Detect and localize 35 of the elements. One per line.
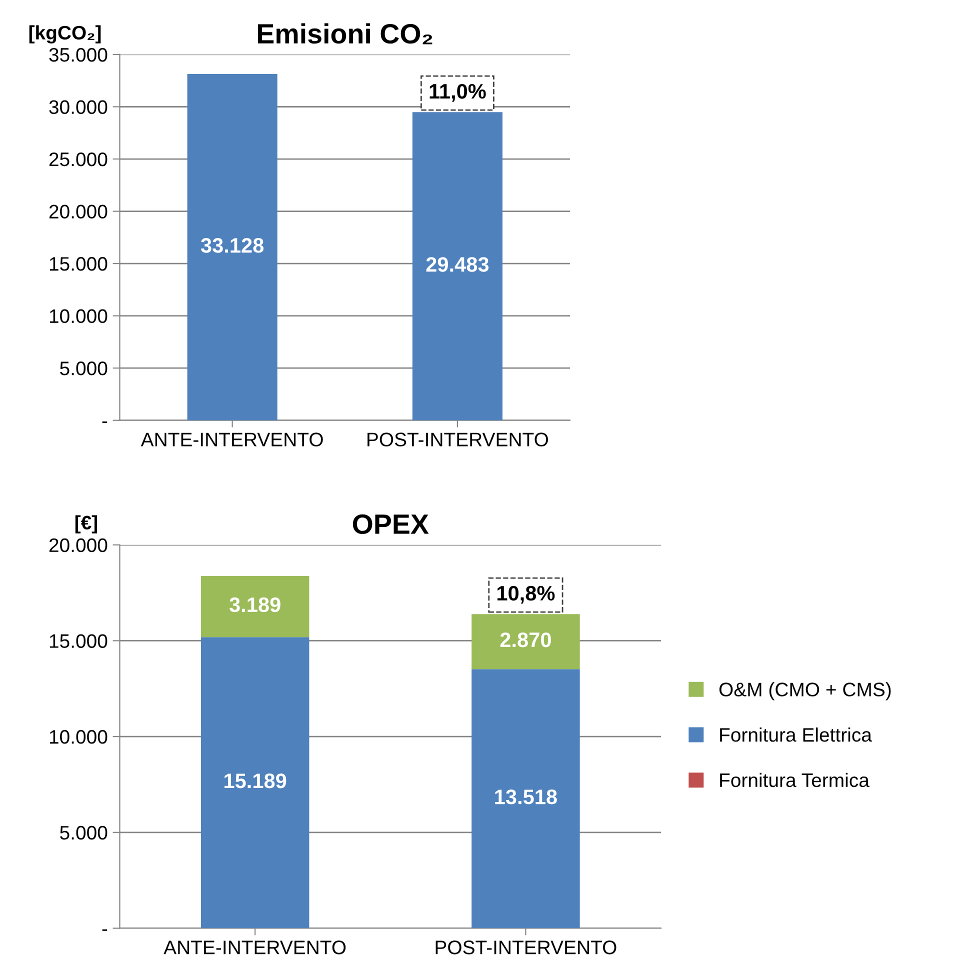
y-tick-label: 10.000 xyxy=(50,309,108,324)
y-axis-title: [kgCO₂] xyxy=(29,25,101,44)
y-tick-label: 10.000 xyxy=(50,730,108,744)
data-label: 15.189 xyxy=(224,774,286,788)
y-tick-label: 5.000 xyxy=(60,362,108,376)
data-label: 33.128 xyxy=(200,238,264,253)
chart-title: Emisioni CO₂ xyxy=(258,23,432,44)
chart-title: OPEX xyxy=(352,514,429,534)
annotation: 11,0% xyxy=(430,84,486,102)
legend-label: Fornitura Termica xyxy=(720,772,870,788)
bar xyxy=(472,669,580,928)
data-label: 29.483 xyxy=(426,257,489,272)
y-tick-label: 35.000 xyxy=(49,48,108,62)
legend-label: Fornitura Elettrica xyxy=(720,728,872,742)
bar xyxy=(200,576,310,638)
x-tick-label: POST-INTERVENTO xyxy=(368,432,548,446)
x-tick-label: POST-INTERVENTO xyxy=(436,940,616,954)
bar xyxy=(200,637,310,928)
data-label: 13.518 xyxy=(495,790,557,804)
y-tick-label: - xyxy=(102,929,108,931)
data-label: 3.189 xyxy=(229,597,280,612)
y-tick-label: 20.000 xyxy=(49,538,108,552)
legend-label: O&M (CMO + CMS) xyxy=(719,682,891,700)
annotation: 10,8% xyxy=(497,586,555,604)
x-tick-label: ANTE-INTERVENTO xyxy=(164,940,346,954)
y-tick-label: 5.000 xyxy=(60,826,108,840)
y-tick-label: - xyxy=(102,421,108,423)
y-tick-label: 15.000 xyxy=(50,257,108,271)
y-tick-label: 20.000 xyxy=(49,204,108,219)
y-axis-title: [€] xyxy=(75,515,98,534)
y-tick-label: 30.000 xyxy=(49,100,108,114)
data-label: 2.870 xyxy=(500,632,551,648)
y-tick-label: 25.000 xyxy=(49,152,108,166)
y-tick-label: 15.000 xyxy=(50,634,108,648)
x-tick-label: ANTE-INTERVENTO xyxy=(140,432,323,446)
